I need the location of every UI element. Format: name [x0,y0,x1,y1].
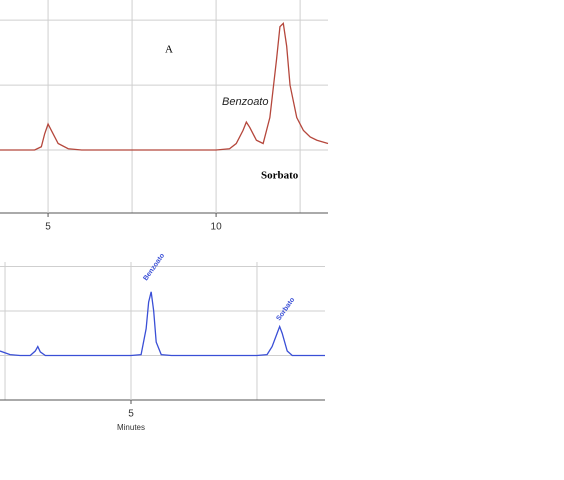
annotation: A [165,44,173,56]
annotation: Benzoato [142,252,166,282]
annotation: Sorbato [275,297,296,323]
annotation: Sorbato [261,170,299,182]
data-line [0,22,329,151]
x-tick-label: 10 [211,222,223,233]
x-tick-label: 5 [45,222,51,233]
data-line [0,291,325,357]
x-tick-label: 5 [128,409,134,420]
annotation: Benzoato [222,96,268,108]
x-axis-label: Minutes [117,423,145,432]
